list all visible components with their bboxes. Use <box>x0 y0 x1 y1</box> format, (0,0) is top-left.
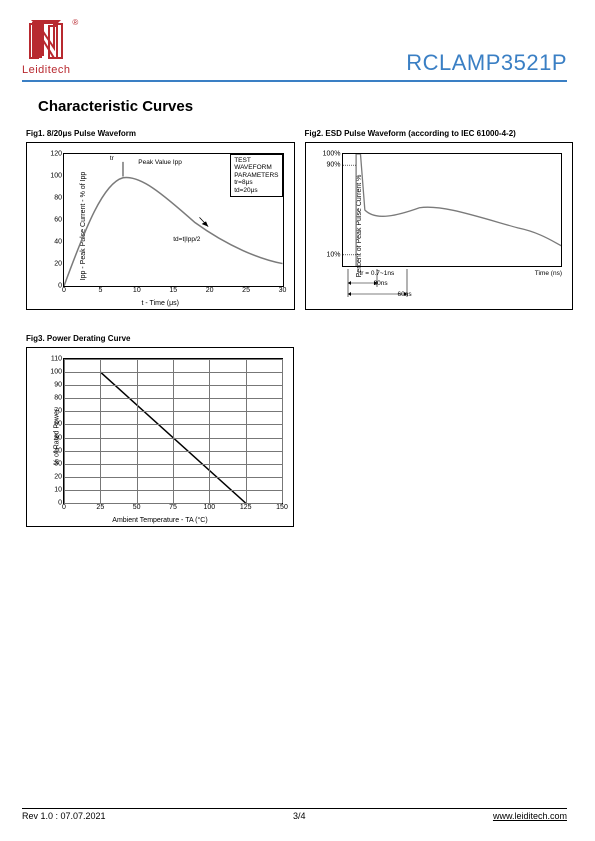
fig2-xlabel: Time (ns) <box>535 270 562 277</box>
fig3-grid-v <box>64 359 65 503</box>
fig1-ytick: 60 <box>54 217 64 224</box>
fig3-grid-v <box>209 359 210 503</box>
param-l5: td=20μs <box>234 187 278 194</box>
fig3-ytick: 90 <box>54 382 64 389</box>
fig2-chart: Percent of Peak Pulse Current % 100% 90%… <box>305 142 574 310</box>
fig2-ytick-90: 90% <box>326 162 342 169</box>
footer-page: 3/4 <box>293 811 306 821</box>
fig1-xlabel: t - Time (μs) <box>142 300 179 307</box>
page-footer: Rev 1.0 : 07.07.2021 3/4 www.leiditech.c… <box>22 808 567 821</box>
fig3-ytick: 50 <box>54 434 64 441</box>
fig3-ytick: 100 <box>50 369 64 376</box>
fig2-ytick-10: 10% <box>326 251 342 258</box>
fig2: Fig2. ESD Pulse Waveform (according to I… <box>305 129 574 310</box>
fig1: Fig1. 8/20μs Pulse Waveform Ipp - Peak P… <box>26 129 295 310</box>
page-header: ® Leiditech RCLAMP3521P <box>0 0 595 76</box>
fig1-half-label: td=t|Ipp/2 <box>173 236 200 243</box>
fig1-xtick: 30 <box>279 286 287 294</box>
header-rule <box>22 80 567 82</box>
fig1-xtick: 5 <box>98 286 102 294</box>
fig2-plot: 100% 90% 10% <box>342 153 563 267</box>
fig3-grid-v <box>100 359 101 503</box>
brand-name: Leiditech <box>22 64 71 76</box>
figure-row-top: Fig1. 8/20μs Pulse Waveform Ipp - Peak P… <box>26 129 573 310</box>
fig1-plot: tr Peak Value Ipp td=t|Ipp/2 TEST WAVEFO… <box>63 153 284 287</box>
fig2-caption: Fig2. ESD Pulse Waveform (according to I… <box>305 129 574 138</box>
fig3: Fig3. Power Derating Curve % of Rated Po… <box>26 334 294 527</box>
brand-logo: ® Leiditech <box>22 18 71 76</box>
fig1-xtick: 0 <box>62 286 66 294</box>
fig3-grid-v <box>173 359 174 503</box>
param-l2: WAVEFORM <box>234 164 278 171</box>
fig1-ytick: 80 <box>54 195 64 202</box>
fig3-ytick: 70 <box>54 408 64 415</box>
registered-icon: ® <box>72 18 78 27</box>
fig3-xtick: 50 <box>133 503 141 511</box>
fig3-ytick: 20 <box>54 473 64 480</box>
fig3-xlabel: Ambient Temperature - TA (°C) <box>112 517 207 524</box>
fig3-ytick: 30 <box>54 460 64 467</box>
part-number: RCLAMP3521P <box>406 50 567 76</box>
footer-url: www.leiditech.com <box>493 811 567 821</box>
footer-rev: Rev 1.0 : 07.07.2021 <box>22 811 106 821</box>
fig2-t30: 30ns <box>374 280 388 287</box>
fig1-param-box: TEST WAVEFORM PARAMETERS tr=8μs td=20μs <box>230 154 282 197</box>
fig3-xtick: 25 <box>96 503 104 511</box>
logo-icon: ® <box>24 18 68 62</box>
param-l4: tr=8μs <box>234 179 278 186</box>
fig1-peak-label: Peak Value Ipp <box>138 159 182 166</box>
fig3-ytick: 60 <box>54 421 64 428</box>
fig2-curve <box>343 154 562 266</box>
fig3-plot: 0102030405060708090100110025507510012515… <box>63 358 283 504</box>
fig2-t60: 60ns <box>398 291 412 298</box>
fig1-xtick: 20 <box>206 286 214 294</box>
fig1-ytick: 20 <box>54 261 64 268</box>
fig1-xtick: 10 <box>133 286 141 294</box>
fig2-ytick-100: 100% <box>323 151 343 158</box>
param-l3: PARAMETERS <box>234 172 278 179</box>
fig1-ytick: 40 <box>54 239 64 246</box>
fig3-ytick: 80 <box>54 395 64 402</box>
fig3-caption: Fig3. Power Derating Curve <box>26 334 294 343</box>
fig3-xtick: 125 <box>240 503 252 511</box>
fig1-xtick: 25 <box>242 286 250 294</box>
fig2-tr-text: tr = 0.7~1ns <box>360 270 395 277</box>
fig1-xtick: 15 <box>169 286 177 294</box>
page-title: Characteristic Curves <box>38 98 595 115</box>
fig3-xtick: 150 <box>276 503 288 511</box>
fig1-tr-label: tr <box>110 155 114 162</box>
param-l1: TEST <box>234 157 278 164</box>
fig3-ytick: 10 <box>54 486 64 493</box>
fig3-ytick: 40 <box>54 447 64 454</box>
fig1-chart: Ipp - Peak Pulse Current - % of Ipp tr P… <box>26 142 295 310</box>
fig3-xtick: 100 <box>203 503 215 511</box>
fig3-grid-v <box>282 359 283 503</box>
fig3-chart: % of Rated Power 01020304050607080901001… <box>26 347 294 527</box>
fig1-ytick: 100 <box>50 173 64 180</box>
fig3-grid-v <box>137 359 138 503</box>
fig3-ytick: 110 <box>51 356 64 363</box>
fig3-xtick: 75 <box>169 503 177 511</box>
fig1-caption: Fig1. 8/20μs Pulse Waveform <box>26 129 295 138</box>
fig3-grid-v <box>246 359 247 503</box>
footer-rule <box>22 808 567 809</box>
fig1-ytick: 120 <box>50 151 64 158</box>
fig3-xtick: 0 <box>62 503 66 511</box>
